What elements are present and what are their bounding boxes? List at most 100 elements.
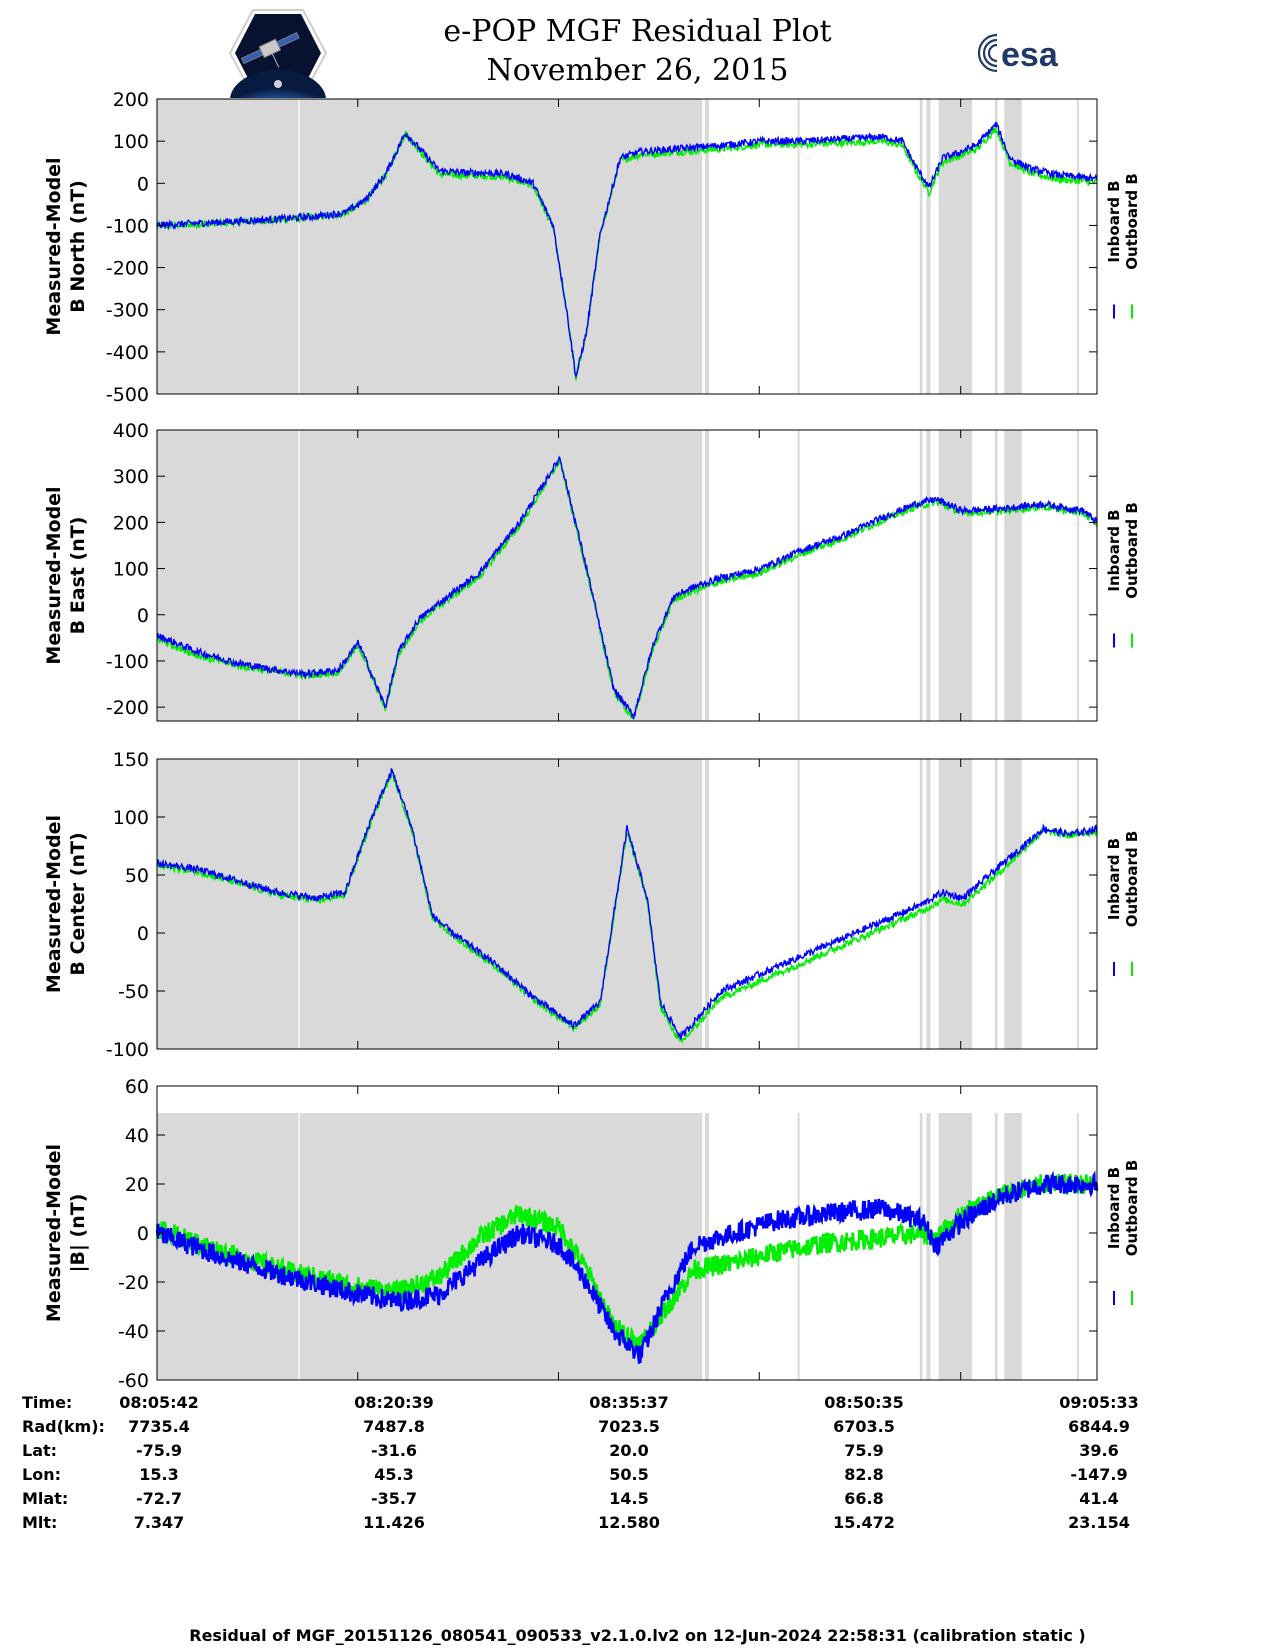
y-axis-label-line: Measured-Model: [43, 157, 65, 335]
data-gap-band: [1004, 99, 1022, 394]
ephemeris-value: 08:35:37: [589, 1393, 669, 1412]
y-tick-label: 200: [113, 89, 149, 111]
y-tick-label: -400: [106, 342, 149, 364]
y-tick-label: 0: [137, 1223, 149, 1245]
y-axis-label-line: B East (nT): [67, 517, 89, 635]
panel-2: 400 300 200 100 0 -100 -200 Measured-Model B Eas…: [43, 420, 1141, 722]
ephemeris-value: 11.426: [363, 1513, 425, 1532]
data-gap-band: [994, 99, 998, 394]
data-gap-band: [926, 1112, 931, 1380]
data-gap-band: [1076, 99, 1079, 394]
ephemeris-value: 08:05:42: [119, 1393, 199, 1412]
y-tick-label: 20: [125, 1174, 149, 1196]
ephemeris-value: 7487.8: [363, 1417, 425, 1436]
ephemeris-value: 09:05:33: [1059, 1393, 1139, 1412]
data-gap-band: [1076, 1112, 1079, 1380]
axes-box: [156, 429, 1098, 722]
ephemeris-value: 45.3: [374, 1465, 414, 1484]
data-gap-band: [1004, 430, 1022, 721]
y-tick-label: 400: [113, 420, 149, 442]
data-gap-band: [1076, 759, 1079, 1049]
y-tick-label: 300: [113, 466, 149, 488]
data-gap-band: [298, 430, 301, 721]
y-tick-label: -200: [106, 258, 149, 280]
ephemeris-value: 75.9: [844, 1441, 884, 1460]
series-line-outboard: [155, 1173, 1099, 1354]
ephemeris-label: Lon:: [22, 1465, 61, 1484]
ephemeris-value: 50.5: [609, 1465, 649, 1484]
y-tick-label: -300: [106, 300, 149, 322]
y-tick-label: -20: [118, 1272, 149, 1294]
ephemeris-value: 7.347: [133, 1513, 185, 1532]
legend-entry-inboard: Inboard B: [1105, 180, 1123, 262]
y-axis-label-line: Measured-Model: [43, 815, 65, 993]
data-gap-band: [994, 1112, 998, 1380]
y-axis-label: Measured-Model B Center (nT): [43, 815, 89, 993]
series-line-inboard: [156, 767, 1098, 1040]
data-gap-band: [797, 430, 800, 721]
data-gap-band: [698, 430, 703, 721]
ephemeris-value: 6703.5: [833, 1417, 895, 1436]
y-axis-label-line: B Center (nT): [67, 832, 89, 975]
y-tick-label: 100: [113, 807, 149, 829]
y-axis-label-line: |B| (nT): [67, 1194, 89, 1273]
data-gap-band: [1004, 1112, 1022, 1380]
legend: Inboard B Outboard B: [1105, 831, 1141, 976]
series-line-inboard: [156, 121, 1098, 378]
data-gap-band: [797, 759, 800, 1049]
series-line-inboard: [156, 455, 1098, 720]
ephemeris-value: -75.9: [135, 1441, 183, 1460]
legend-entry-inboard: Inboard B: [1105, 1167, 1123, 1249]
y-axis-label-line: Measured-Model: [43, 486, 65, 664]
data-gap-band: [298, 99, 301, 394]
data-gap-band: [698, 99, 703, 394]
ephemeris-value: 7735.4: [128, 1417, 190, 1436]
plot-footer: Residual of MGF_20151126_080541_090533_v…: [189, 1626, 1086, 1645]
ephemeris-value: 15.472: [833, 1513, 895, 1532]
y-tick-label: 100: [113, 559, 149, 581]
ephemeris-value: 7023.5: [598, 1417, 660, 1436]
data-gap-band: [926, 759, 931, 1049]
y-tick-label: -100: [106, 1039, 149, 1061]
y-tick-label: 60: [125, 1076, 149, 1098]
ephemeris-value: 08:20:39: [354, 1393, 434, 1412]
data-gap-band: [704, 430, 709, 721]
ephemeris-label: Rad(km):: [22, 1417, 105, 1436]
gray-region: [157, 759, 699, 1049]
data-gap-band: [926, 99, 931, 394]
ephemeris-value: -35.7: [370, 1489, 418, 1508]
ephemeris-label: Mlat:: [22, 1489, 69, 1508]
gray-region: [157, 1112, 699, 1380]
gray-region: [157, 99, 699, 394]
y-tick-label: -50: [118, 981, 149, 1003]
y-axis-label-line: B North (nT): [67, 180, 89, 313]
panel-4: 60 40 20 0 -20 -40 -60 Measured-Model |B| (nT) In…: [43, 1076, 1141, 1392]
legend-entry-inboard: Inboard B: [1105, 509, 1123, 591]
ephemeris-value: 08:50:35: [824, 1393, 904, 1412]
cassiope-badge-logo: [228, 9, 328, 98]
y-tick-label: 0: [137, 605, 149, 627]
data-gap-band: [919, 99, 923, 394]
esa-logo-text: esa: [1001, 36, 1059, 74]
ephemeris-value: 6844.9: [1068, 1417, 1130, 1436]
ephemeris-label: Time:: [22, 1393, 73, 1412]
plot-title: e-POP MGF Residual Plot: [443, 14, 832, 49]
legend: Inboard B Outboard B: [1105, 1160, 1141, 1305]
legend: Inboard B Outboard B: [1105, 173, 1141, 319]
y-axis-label: Measured-Model B East (nT): [43, 486, 89, 664]
data-gap-band: [919, 430, 923, 721]
y-tick-label: -100: [106, 215, 149, 237]
legend-entry-outboard: Outboard B: [1123, 831, 1141, 928]
ephemeris-value: 41.4: [1079, 1489, 1119, 1508]
legend-entry-inboard: Inboard B: [1105, 838, 1123, 920]
panel-3: 150 100 50 0 -50 -100 Measured-Model B Center (…: [43, 749, 1141, 1061]
data-gap-band: [938, 1112, 973, 1380]
ephemeris-value: 14.5: [609, 1489, 649, 1508]
y-tick-label: 200: [113, 512, 149, 534]
y-tick-label: 0: [137, 923, 149, 945]
data-gap-band: [938, 99, 973, 394]
y-tick-label: 0: [137, 173, 149, 195]
series-line-inboard: [155, 1170, 1099, 1364]
data-gap-band: [298, 759, 301, 1049]
